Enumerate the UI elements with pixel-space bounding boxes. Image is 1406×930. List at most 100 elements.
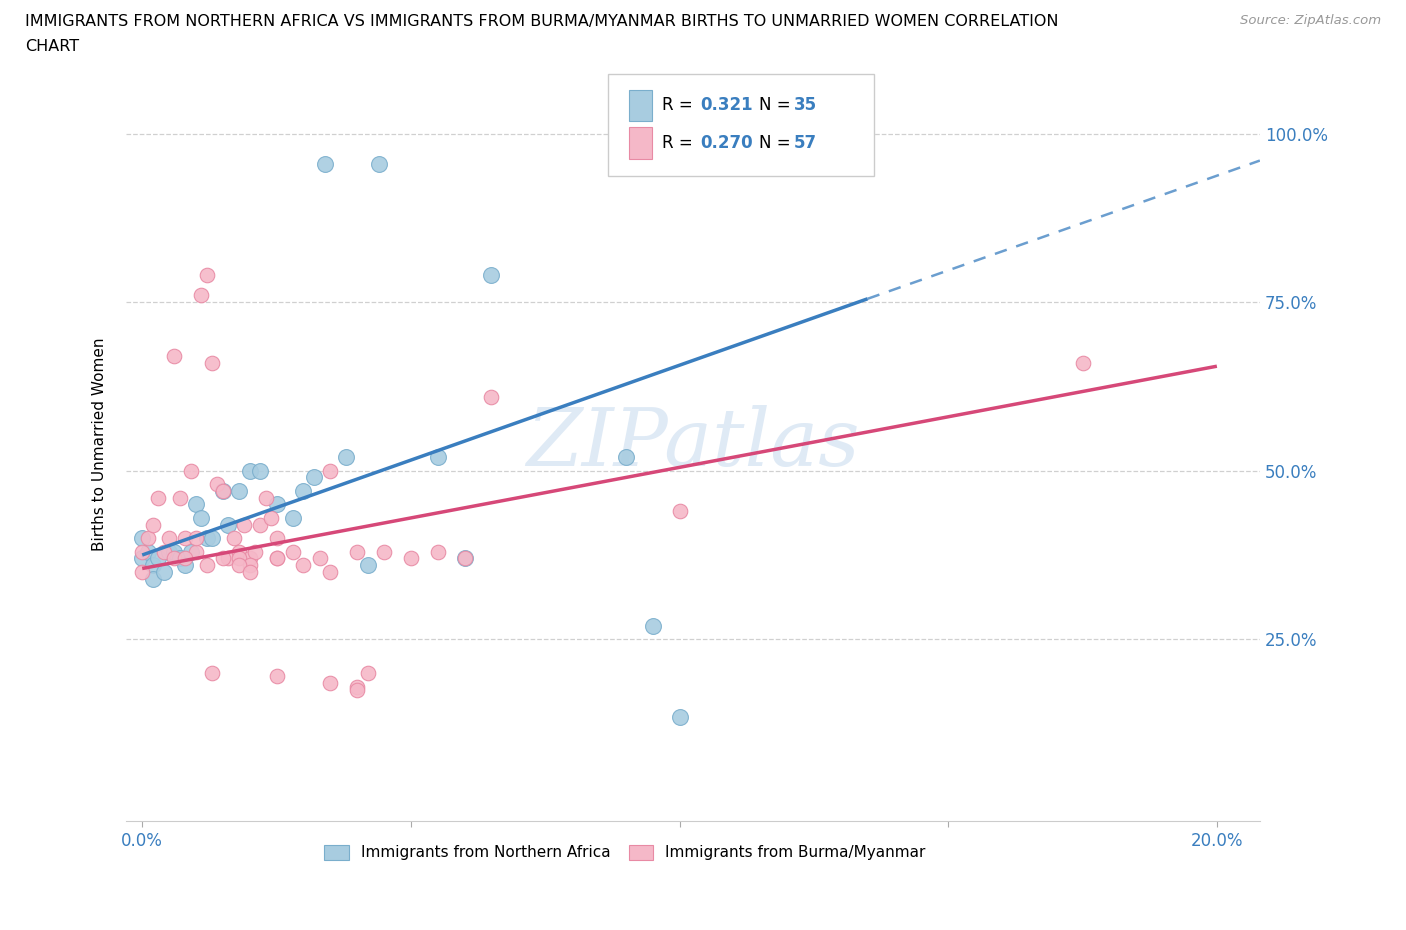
Point <box>184 544 207 559</box>
Point <box>163 544 186 559</box>
FancyBboxPatch shape <box>630 127 652 159</box>
Point <box>142 517 165 532</box>
Point <box>148 490 170 505</box>
Point <box>163 551 186 565</box>
Point <box>201 355 224 370</box>
Point <box>260 511 283 525</box>
Point <box>228 558 250 573</box>
Point <box>357 558 380 573</box>
Point <box>641 618 664 633</box>
Point <box>668 504 690 519</box>
Point <box>266 669 288 684</box>
Point <box>319 676 342 691</box>
Point <box>195 531 218 546</box>
Point <box>614 450 637 465</box>
Text: 0.321: 0.321 <box>700 97 752 114</box>
Point <box>319 565 342 579</box>
Point <box>249 517 271 532</box>
Point <box>266 551 288 565</box>
Point <box>426 544 449 559</box>
Text: Source: ZipAtlas.com: Source: ZipAtlas.com <box>1240 14 1381 27</box>
Point <box>201 531 224 546</box>
Point <box>180 463 202 478</box>
Text: IMMIGRANTS FROM NORTHERN AFRICA VS IMMIGRANTS FROM BURMA/MYANMAR BIRTHS TO UNMAR: IMMIGRANTS FROM NORTHERN AFRICA VS IMMIG… <box>25 14 1059 29</box>
Point <box>281 544 304 559</box>
Point <box>292 484 315 498</box>
Point <box>222 531 245 546</box>
Point <box>131 544 153 559</box>
Point <box>228 544 250 559</box>
FancyBboxPatch shape <box>607 73 875 176</box>
Point <box>142 558 165 573</box>
Point <box>239 565 262 579</box>
Point <box>399 551 422 565</box>
Point <box>190 511 212 525</box>
Text: CHART: CHART <box>25 39 79 54</box>
Point <box>180 544 202 559</box>
Point <box>239 551 262 565</box>
Point <box>201 666 224 681</box>
Point <box>136 544 159 559</box>
Y-axis label: Births to Unmarried Women: Births to Unmarried Women <box>93 337 107 551</box>
Point <box>314 156 336 171</box>
Point <box>169 490 191 505</box>
Point <box>174 551 197 565</box>
Point <box>453 551 475 565</box>
Point <box>211 484 233 498</box>
Point <box>131 565 153 579</box>
Point <box>211 484 233 498</box>
Point <box>668 710 690 724</box>
Point <box>152 565 174 579</box>
Point <box>131 531 153 546</box>
Point <box>357 666 380 681</box>
Point <box>142 571 165 586</box>
Point <box>335 450 357 465</box>
Point <box>239 558 262 573</box>
Text: N =: N = <box>759 134 796 153</box>
Point <box>136 531 159 546</box>
Point <box>243 544 266 559</box>
Legend: Immigrants from Northern Africa, Immigrants from Burma/Myanmar: Immigrants from Northern Africa, Immigra… <box>318 839 932 867</box>
Point <box>228 551 250 565</box>
Text: R =: R = <box>662 134 699 153</box>
Point <box>169 551 191 565</box>
Point <box>373 544 395 559</box>
Point <box>207 477 229 492</box>
Text: 35: 35 <box>794 97 817 114</box>
Point <box>319 463 342 478</box>
Point <box>217 517 239 532</box>
Point <box>195 268 218 283</box>
Point <box>346 679 368 694</box>
Point <box>266 531 288 546</box>
Point <box>308 551 330 565</box>
Point <box>367 156 389 171</box>
Point <box>233 517 256 532</box>
Point <box>157 531 180 546</box>
Point <box>426 450 449 465</box>
Point <box>184 531 207 546</box>
Point <box>152 544 174 559</box>
Text: N =: N = <box>759 97 796 114</box>
Point <box>131 551 153 565</box>
Point <box>174 558 197 573</box>
Point <box>254 490 277 505</box>
Point <box>249 463 271 478</box>
Point <box>281 511 304 525</box>
Point <box>346 544 368 559</box>
FancyBboxPatch shape <box>630 89 652 121</box>
Text: ZIPatlas: ZIPatlas <box>526 405 859 483</box>
Point <box>1071 355 1094 370</box>
Point <box>266 497 288 512</box>
Point <box>211 551 233 565</box>
Text: 0.270: 0.270 <box>700 134 752 153</box>
Point <box>481 268 503 283</box>
Point <box>148 551 170 565</box>
Point <box>292 558 315 573</box>
Point <box>174 531 197 546</box>
Point <box>453 551 475 565</box>
Point <box>190 288 212 303</box>
Point <box>239 463 262 478</box>
Point <box>481 389 503 404</box>
Point <box>184 497 207 512</box>
Point <box>346 683 368 698</box>
